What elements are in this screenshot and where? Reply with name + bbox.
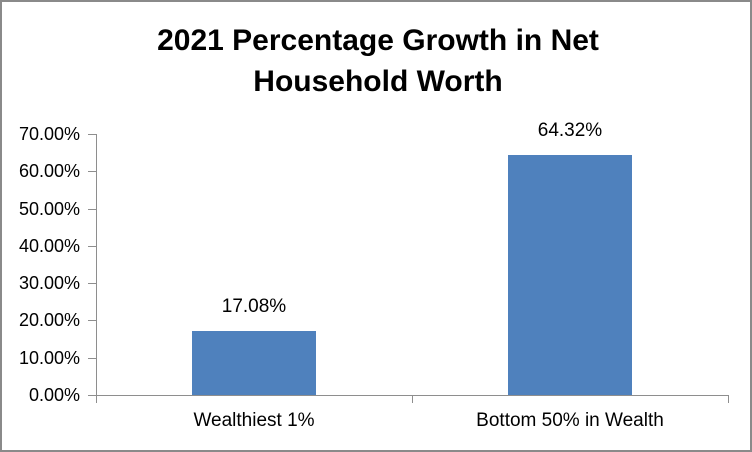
y-axis-line <box>96 134 97 403</box>
y-tick-label: 40.00% <box>18 236 80 256</box>
y-axis-tick <box>88 246 96 247</box>
y-tick-label: 0.00% <box>28 385 80 405</box>
bar <box>508 155 632 395</box>
y-tick-label: 70.00% <box>18 124 80 144</box>
y-tick-label: 20.00% <box>18 310 80 330</box>
x-axis-tick <box>96 395 97 403</box>
y-axis-tick <box>88 395 96 396</box>
bar-data-label: 64.32% <box>537 120 603 141</box>
y-axis-tick <box>88 358 96 359</box>
x-axis-tick <box>412 395 413 403</box>
bar-data-label: 17.08% <box>221 296 287 317</box>
y-tick-label: 50.00% <box>18 199 80 219</box>
chart-title: 2021 Percentage Growth in Net Household … <box>157 24 599 98</box>
y-axis-tick <box>88 209 96 210</box>
y-axis-tick <box>88 134 96 135</box>
y-tick-label: 10.00% <box>18 348 80 368</box>
y-axis-tick <box>88 171 96 172</box>
y-axis-tick <box>88 320 96 321</box>
bar <box>192 331 316 395</box>
y-tick-label: 30.00% <box>18 273 80 293</box>
x-axis-tick <box>728 395 729 403</box>
y-axis-tick <box>88 283 96 284</box>
y-tick-label: 60.00% <box>18 161 80 181</box>
x-category-label: Bottom 50% in Wealth <box>476 410 664 431</box>
x-category-label: Wealthiest 1% <box>193 410 315 431</box>
